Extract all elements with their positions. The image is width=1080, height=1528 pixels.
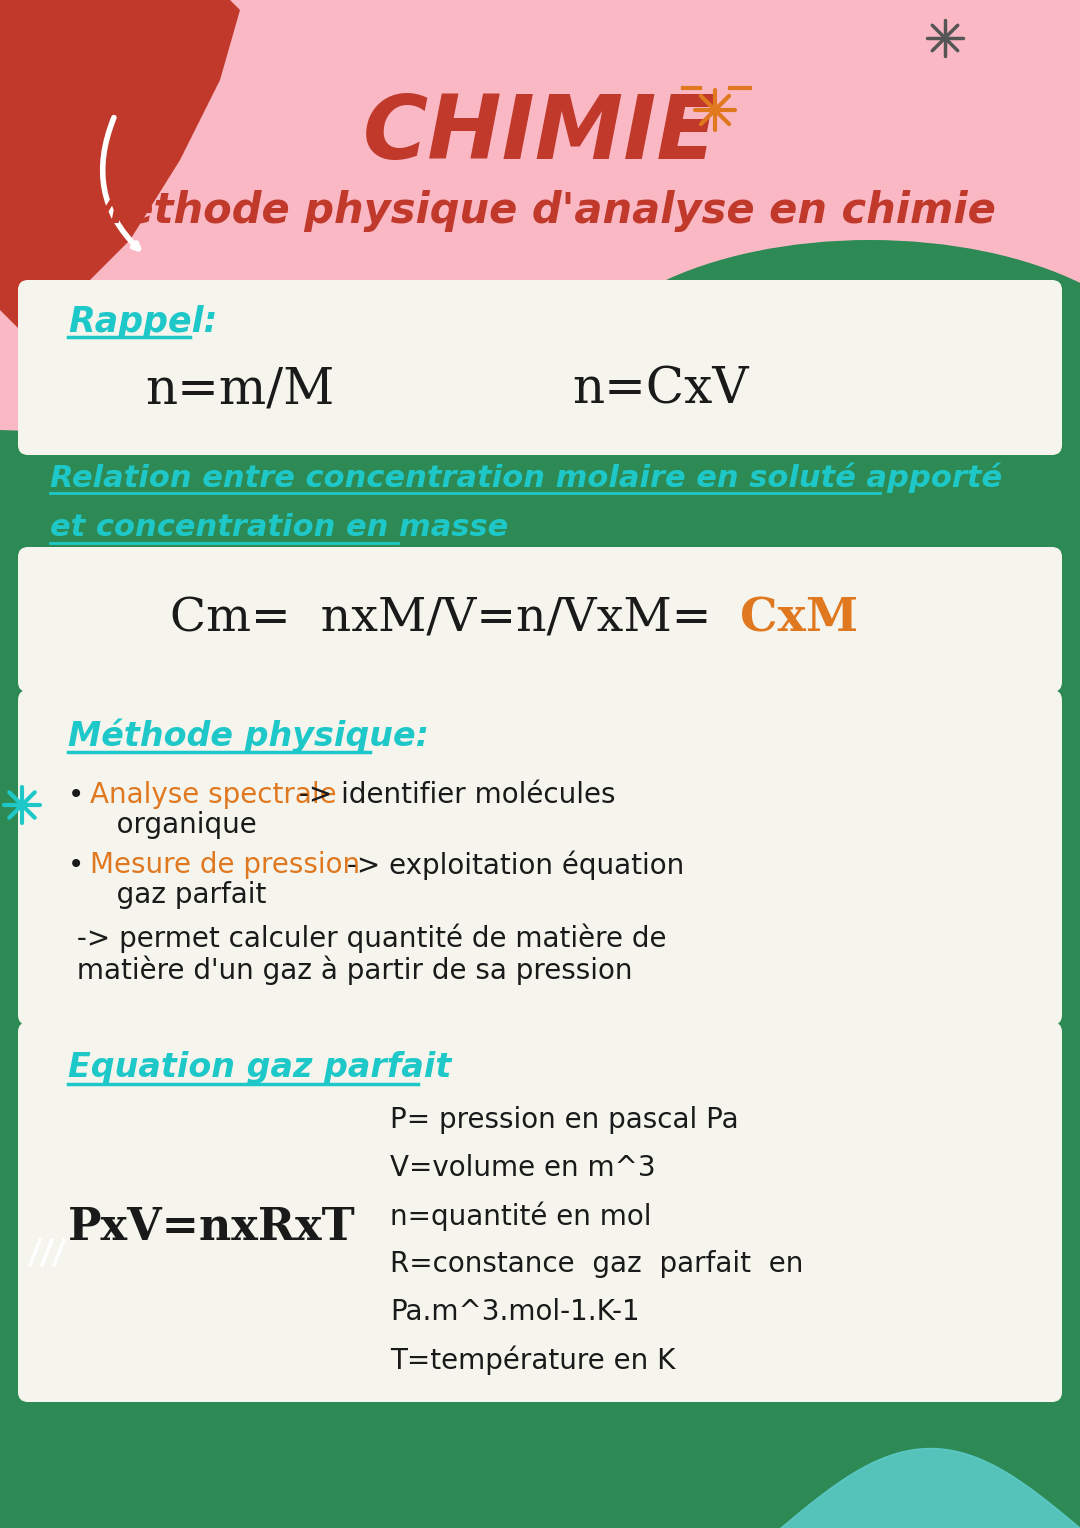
Text: PxV=nxRxT: PxV=nxRxT	[68, 1206, 355, 1248]
Bar	[0, 0, 1080, 370]
Ellipse shape	[570, 240, 1080, 539]
Text: R=constance  gaz  parfait  en: R=constance gaz parfait en	[390, 1250, 804, 1277]
Text: •: •	[68, 781, 84, 808]
Polygon shape	[0, 0, 240, 330]
Text: Rappel:: Rappel:	[68, 306, 217, 339]
Text: V=volume en m^3: V=volume en m^3	[390, 1154, 656, 1183]
Text: Equation gaz parfait: Equation gaz parfait	[68, 1051, 451, 1085]
Text: n=CxV: n=CxV	[571, 365, 748, 414]
Text: Pa.m^3.mol-1.K-1: Pa.m^3.mol-1.K-1	[390, 1297, 639, 1326]
FancyBboxPatch shape	[18, 1022, 1062, 1403]
Polygon shape	[0, 370, 450, 440]
Text: Méthode physique:: Méthode physique:	[68, 718, 429, 753]
Text: n=quantité en mol: n=quantité en mol	[390, 1201, 651, 1230]
Text: CHIMIE: CHIMIE	[363, 92, 717, 179]
Text: Cm=  nxM/V=n/VxM=: Cm= nxM/V=n/VxM=	[170, 596, 712, 642]
Text: -> exploitation équation: -> exploitation équation	[338, 850, 685, 880]
Text: T=température en K: T=température en K	[390, 1345, 675, 1375]
Text: matière d'un gaz à partir de sa pression: matière d'un gaz à partir de sa pression	[68, 955, 633, 984]
Text: P= pression en pascal Pa: P= pression en pascal Pa	[390, 1106, 739, 1134]
Text: CxM: CxM	[740, 596, 859, 642]
Text: et concentration en masse: et concentration en masse	[50, 513, 509, 542]
Text: -> permet calculer quantité de matière de: -> permet calculer quantité de matière d…	[68, 923, 666, 953]
Text: -> identifier molécules: -> identifier molécules	[291, 781, 616, 808]
Text: gaz parfait: gaz parfait	[90, 882, 267, 909]
Text: Relation entre concentration molaire en soluté apporté: Relation entre concentration molaire en …	[50, 463, 1002, 494]
Text: Méthode physique d'analyse en chimie: Méthode physique d'analyse en chimie	[84, 188, 996, 232]
FancyBboxPatch shape	[18, 280, 1062, 455]
Text: Mesure de pression: Mesure de pression	[90, 851, 360, 879]
Text: Analyse spectrale: Analyse spectrale	[90, 781, 337, 808]
FancyBboxPatch shape	[18, 691, 1062, 1025]
FancyBboxPatch shape	[18, 547, 1062, 692]
Text: organique: organique	[90, 811, 257, 839]
Text: •: •	[68, 851, 84, 879]
Text: n=m/M: n=m/M	[146, 365, 335, 414]
